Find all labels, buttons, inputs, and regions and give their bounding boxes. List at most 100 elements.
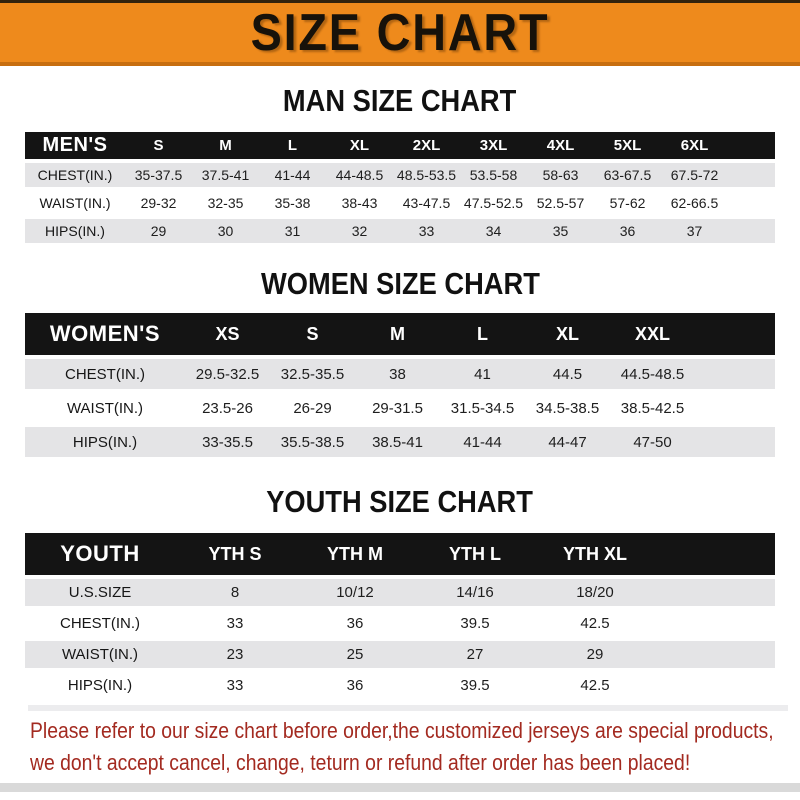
measurement-row-label: HIPS(IN.) bbox=[25, 672, 175, 699]
section-title-women-text: WOMEN SIZE CHART bbox=[260, 266, 540, 301]
measurement-value-cell: 63-67.5 bbox=[594, 163, 661, 187]
measurement-value-cell: 43-47.5 bbox=[393, 191, 460, 215]
measurement-row: WAIST(IN.) 23.5-26 26-29 29-31.5 31.5-34.5 34… bbox=[25, 393, 775, 423]
measurement-row: U.S.SIZE 8 10/12 14/16 18/20 bbox=[25, 579, 775, 606]
table-trailing-band bbox=[28, 705, 788, 711]
table-header: MEN'S S M L XL 2XL 3XL 4XL 5XL 6XL bbox=[25, 132, 775, 159]
section-title-youth-text: YOUTH SIZE CHART bbox=[266, 484, 534, 519]
size-column-header: 5XL bbox=[594, 132, 661, 159]
measurement-value-cell: 42.5 bbox=[535, 672, 655, 699]
measurement-value-cell: 10/12 bbox=[295, 579, 415, 606]
measurement-value-cell: 62-66.5 bbox=[661, 191, 728, 215]
size-column-header: YTH S bbox=[175, 533, 295, 575]
size-column-header: L bbox=[440, 313, 525, 355]
measurement-value-cell: 26-29 bbox=[270, 393, 355, 423]
measurement-value-cell: 30 bbox=[192, 219, 259, 243]
measurement-value-cell: 34 bbox=[460, 219, 527, 243]
section-women: WOMEN SIZE CHART WOMEN'S XS S M L XL XXL CHEST(… bbox=[0, 267, 800, 461]
measurement-row: HIPS(IN.) 29 30 31 32 33 34 35 36 37 bbox=[25, 219, 775, 243]
measurement-value-cell: 31 bbox=[259, 219, 326, 243]
measurement-value-cell: 35-37.5 bbox=[125, 163, 192, 187]
measurement-value-cell: 58-63 bbox=[527, 163, 594, 187]
section-title-men: MAN SIZE CHART bbox=[0, 84, 800, 118]
measurement-value-cell: 29 bbox=[535, 641, 655, 668]
measurement-value-cell: 8 bbox=[175, 579, 295, 606]
size-column-header: XS bbox=[185, 313, 270, 355]
footer-note-line2: we don't accept cancel, change, teturn o… bbox=[30, 750, 691, 775]
measurement-row-label: WAIST(IN.) bbox=[25, 191, 125, 215]
table-corner-label: MEN'S bbox=[25, 132, 125, 159]
measurement-value-cell: 41-44 bbox=[440, 427, 525, 457]
measurement-row-label: U.S.SIZE bbox=[25, 579, 175, 606]
section-men: MAN SIZE CHART MEN'S S M L XL 2XL 3XL 4XL 5XL 6XL… bbox=[0, 84, 800, 247]
measurement-value-cell: 67.5-72 bbox=[661, 163, 728, 187]
measurement-value-cell: 47-50 bbox=[610, 427, 695, 457]
table-body: U.S.SIZE 8 10/12 14/16 18/20 CHEST(IN.) 33 36 39… bbox=[25, 579, 775, 699]
measurement-row: WAIST(IN.) 29-32 32-35 35-38 38-43 43-47.5 47.… bbox=[25, 191, 775, 215]
measurement-value-cell: 18/20 bbox=[535, 579, 655, 606]
measurement-row: CHEST(IN.) 35-37.5 37.5-41 41-44 44-48.5 48.5… bbox=[25, 163, 775, 187]
row-spacer bbox=[728, 191, 775, 215]
measurement-value-cell: 32-35 bbox=[192, 191, 259, 215]
measurement-value-cell: 38.5-41 bbox=[355, 427, 440, 457]
size-column-header: YTH M bbox=[295, 533, 415, 575]
size-column-header: XXL bbox=[610, 313, 695, 355]
measurement-value-cell: 53.5-58 bbox=[460, 163, 527, 187]
measurement-value-cell: 38.5-42.5 bbox=[610, 393, 695, 423]
table-header-row: MEN'S S M L XL 2XL 3XL 4XL 5XL 6XL bbox=[25, 132, 775, 159]
row-spacer bbox=[695, 393, 775, 423]
measurement-value-cell: 25 bbox=[295, 641, 415, 668]
measurement-row-label: WAIST(IN.) bbox=[25, 641, 175, 668]
table-corner-label: WOMEN'S bbox=[25, 313, 185, 355]
measurement-row-label: HIPS(IN.) bbox=[25, 427, 185, 457]
measurement-value-cell: 44.5-48.5 bbox=[610, 359, 695, 389]
measurement-value-cell: 36 bbox=[594, 219, 661, 243]
measurement-row-label: CHEST(IN.) bbox=[25, 359, 185, 389]
size-column-header: 3XL bbox=[460, 132, 527, 159]
row-spacer bbox=[695, 359, 775, 389]
section-title-men-text: MAN SIZE CHART bbox=[283, 83, 517, 118]
measurement-value-cell: 35.5-38.5 bbox=[270, 427, 355, 457]
measurement-value-cell: 39.5 bbox=[415, 672, 535, 699]
measurement-value-cell: 36 bbox=[295, 672, 415, 699]
header-spacer bbox=[728, 132, 775, 159]
size-column-header: YTH XL bbox=[535, 533, 655, 575]
page-title: SIZE CHART bbox=[250, 3, 550, 62]
measurement-value-cell: 42.5 bbox=[535, 610, 655, 637]
measurement-value-cell: 33 bbox=[393, 219, 460, 243]
measurement-value-cell: 37.5-41 bbox=[192, 163, 259, 187]
header-spacer bbox=[695, 313, 775, 355]
measurement-row-label: CHEST(IN.) bbox=[25, 163, 125, 187]
measurement-row-label: HIPS(IN.) bbox=[25, 219, 125, 243]
measurement-value-cell: 47.5-52.5 bbox=[460, 191, 527, 215]
measurement-value-cell: 35 bbox=[527, 219, 594, 243]
youth-size-table: YOUTH YTH S YTH M YTH L YTH XL U.S.SIZE 8 10/12… bbox=[25, 529, 775, 703]
bottom-border-band bbox=[0, 783, 800, 792]
size-column-header: 4XL bbox=[527, 132, 594, 159]
size-column-header: L bbox=[259, 132, 326, 159]
row-spacer bbox=[655, 672, 775, 699]
measurement-value-cell: 32.5-35.5 bbox=[270, 359, 355, 389]
measurement-value-cell: 57-62 bbox=[594, 191, 661, 215]
footer-note: Please refer to our size chart before or… bbox=[0, 711, 800, 779]
size-column-header: M bbox=[355, 313, 440, 355]
table-header: YOUTH YTH S YTH M YTH L YTH XL bbox=[25, 533, 775, 575]
measurement-value-cell: 38 bbox=[355, 359, 440, 389]
measurement-value-cell: 32 bbox=[326, 219, 393, 243]
row-spacer bbox=[695, 427, 775, 457]
measurement-row: WAIST(IN.) 23 25 27 29 bbox=[25, 641, 775, 668]
section-title-youth: YOUTH SIZE CHART bbox=[0, 485, 800, 519]
measurement-value-cell: 52.5-57 bbox=[527, 191, 594, 215]
measurement-value-cell: 33 bbox=[175, 610, 295, 637]
row-spacer bbox=[655, 579, 775, 606]
measurement-value-cell: 27 bbox=[415, 641, 535, 668]
table-corner-label: YOUTH bbox=[25, 533, 175, 575]
women-size-table: WOMEN'S XS S M L XL XXL CHEST(IN.) 29.5-32.5 32.5… bbox=[25, 309, 775, 461]
measurement-value-cell: 34.5-38.5 bbox=[525, 393, 610, 423]
measurement-value-cell: 33 bbox=[175, 672, 295, 699]
measurement-value-cell: 23 bbox=[175, 641, 295, 668]
measurement-value-cell: 29 bbox=[125, 219, 192, 243]
measurement-value-cell: 31.5-34.5 bbox=[440, 393, 525, 423]
row-spacer bbox=[655, 610, 775, 637]
